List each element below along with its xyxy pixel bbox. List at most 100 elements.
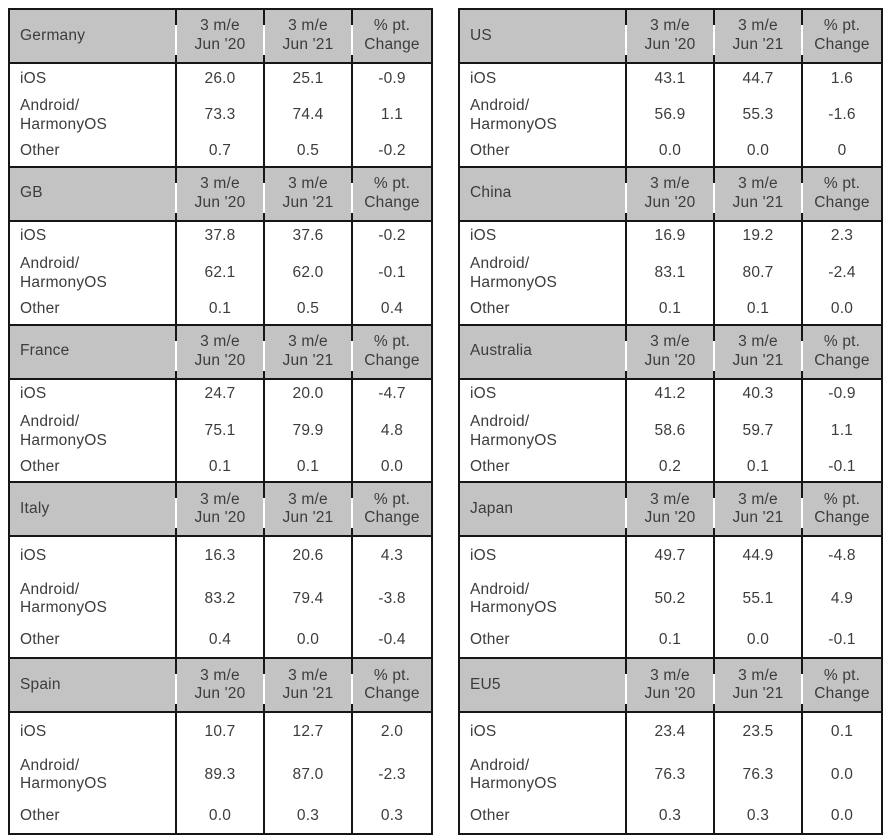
col-header-pct-change: % pt. Change [801, 483, 881, 536]
col-header-3me-jun21: 3 m/e Jun '21 [713, 167, 801, 220]
ios-row: iOS 24.7 20.0 -4.7 [10, 379, 431, 410]
region-name: China [470, 184, 512, 202]
ios-value-jun21: 23.5 [713, 713, 801, 752]
os-label-other: Other [20, 630, 60, 648]
os-label-ios: iOS [470, 69, 497, 87]
col-header-3me-jun21: 3 m/e Jun '21 [263, 483, 351, 536]
ios-value-change: 0.1 [801, 713, 881, 752]
os-label-other: Other [470, 806, 510, 824]
os-label-ios: iOS [470, 722, 497, 740]
ios-value-change: -0.9 [801, 379, 881, 410]
col-header-pct-change: % pt. Change [351, 10, 431, 62]
android-value-jun21: 55.1 [713, 575, 801, 624]
android-value-jun21: 62.0 [263, 251, 351, 296]
country-table: EU5 3 m/e Jun '20 3 m/e Jun '21 % pt. Ch… [458, 657, 883, 836]
android-value-jun21: 80.7 [713, 251, 801, 296]
ios-value-jun20: 16.9 [625, 221, 713, 252]
col-header-pct-change: % pt. Change [351, 325, 431, 378]
ios-row: iOS 16.9 19.2 2.3 [460, 221, 881, 252]
region-name: France [20, 342, 70, 360]
region-name: Italy [20, 499, 50, 517]
col-header-pct-change: % pt. Change [801, 167, 881, 220]
col-header-3me-jun21: 3 m/e Jun '21 [263, 10, 351, 62]
os-label-ios: iOS [470, 546, 497, 564]
col-header-3me-jun21: 3 m/e Jun '21 [713, 10, 801, 62]
os-label-ios: iOS [20, 69, 47, 87]
col-header-3me-jun21: 3 m/e Jun '21 [263, 659, 351, 712]
os-label-android: Android/ HarmonyOS [20, 580, 108, 617]
other-row: Other 0.1 0.0 -0.1 [460, 623, 881, 658]
ios-value-change: 1.6 [801, 64, 881, 94]
android-value-change: -3.8 [351, 575, 431, 624]
other-value-jun20: 0.3 [625, 799, 713, 834]
other-value-change: -0.2 [351, 137, 431, 166]
ios-row: iOS 41.2 40.3 -0.9 [460, 379, 881, 410]
other-row: Other 0.4 0.0 -0.4 [10, 623, 431, 658]
ios-row: iOS 26.0 25.1 -0.9 [10, 64, 431, 94]
ios-row: iOS 16.3 20.6 4.3 [10, 537, 431, 576]
col-header-3me-jun20: 3 m/e Jun '20 [175, 659, 263, 712]
other-row: Other 0.7 0.5 -0.2 [10, 137, 431, 166]
os-label-android: Android/ HarmonyOS [470, 254, 558, 291]
left-column: Germany 3 m/e Jun '20 3 m/e Jun '21 % pt… [8, 8, 433, 836]
android-value-jun20: 89.3 [175, 751, 263, 800]
other-value-jun21: 0.3 [713, 799, 801, 834]
ios-value-change: -4.7 [351, 379, 431, 410]
android-value-change: -1.6 [801, 94, 881, 138]
col-header-3me-jun20: 3 m/e Jun '20 [175, 167, 263, 220]
col-header-pct-change: % pt. Change [801, 10, 881, 62]
android-value-jun21: 55.3 [713, 94, 801, 138]
os-label-ios: iOS [20, 546, 47, 564]
other-value-change: -0.1 [801, 623, 881, 658]
android-value-jun21: 59.7 [713, 409, 801, 454]
os-label-android: Android/ HarmonyOS [20, 97, 108, 133]
os-label-ios: iOS [20, 722, 47, 740]
ios-value-jun20: 16.3 [175, 537, 263, 576]
ios-value-jun21: 19.2 [713, 221, 801, 252]
other-value-jun20: 0.2 [625, 453, 713, 482]
other-value-change: 0.0 [351, 453, 431, 482]
col-header-3me-jun20: 3 m/e Jun '20 [175, 325, 263, 378]
other-row: Other 0.0 0.3 0.3 [10, 799, 431, 834]
ios-value-jun20: 26.0 [175, 64, 263, 94]
country-table: Italy 3 m/e Jun '20 3 m/e Jun '21 % pt. … [8, 481, 433, 660]
ios-value-change: 2.3 [801, 221, 881, 252]
android-value-change: 1.1 [351, 94, 431, 138]
other-row: Other 0.1 0.1 0.0 [460, 295, 881, 324]
os-label-android: Android/ HarmonyOS [470, 97, 558, 133]
other-value-jun21: 0.5 [263, 137, 351, 166]
other-value-jun20: 0.4 [175, 623, 263, 658]
android-harmonyos-row: Android/ HarmonyOS 76.3 76.3 0.0 [460, 751, 881, 800]
col-header-3me-jun20: 3 m/e Jun '20 [625, 659, 713, 712]
other-row: Other 0.1 0.1 0.0 [10, 453, 431, 482]
android-value-change: -0.1 [351, 251, 431, 296]
android-value-jun20: 50.2 [625, 575, 713, 624]
col-header-pct-change: % pt. Change [351, 167, 431, 220]
other-row: Other 0.3 0.3 0.0 [460, 799, 881, 834]
ios-row: iOS 37.8 37.6 -0.2 [10, 221, 431, 252]
region-name: US [470, 26, 492, 44]
table-header-row: Italy 3 m/e Jun '20 3 m/e Jun '21 % pt. … [10, 483, 431, 538]
other-value-jun21: 0.0 [263, 623, 351, 658]
android-value-jun21: 79.9 [263, 409, 351, 454]
os-label-other: Other [20, 142, 60, 160]
os-label-android: Android/ HarmonyOS [20, 756, 108, 793]
os-label-android: Android/ HarmonyOS [470, 756, 558, 793]
ios-value-change: -4.8 [801, 537, 881, 576]
android-value-jun21: 79.4 [263, 575, 351, 624]
ios-value-jun21: 12.7 [263, 713, 351, 752]
region-name: Germany [20, 26, 86, 44]
col-header-3me-jun20: 3 m/e Jun '20 [625, 10, 713, 62]
os-label-android: Android/ HarmonyOS [470, 412, 558, 449]
ios-row: iOS 10.7 12.7 2.0 [10, 713, 431, 752]
other-value-change: 0.0 [801, 799, 881, 834]
col-header-3me-jun20: 3 m/e Jun '20 [175, 10, 263, 62]
ios-value-jun20: 41.2 [625, 379, 713, 410]
col-header-3me-jun20: 3 m/e Jun '20 [625, 483, 713, 536]
other-value-jun20: 0.1 [625, 623, 713, 658]
table-header-row: Spain 3 m/e Jun '20 3 m/e Jun '21 % pt. … [10, 659, 431, 714]
android-value-change: 4.8 [351, 409, 431, 454]
other-value-jun20: 0.0 [175, 799, 263, 834]
other-value-change: -0.1 [801, 453, 881, 482]
table-header-row: GB 3 m/e Jun '20 3 m/e Jun '21 % pt. Cha… [10, 167, 431, 222]
